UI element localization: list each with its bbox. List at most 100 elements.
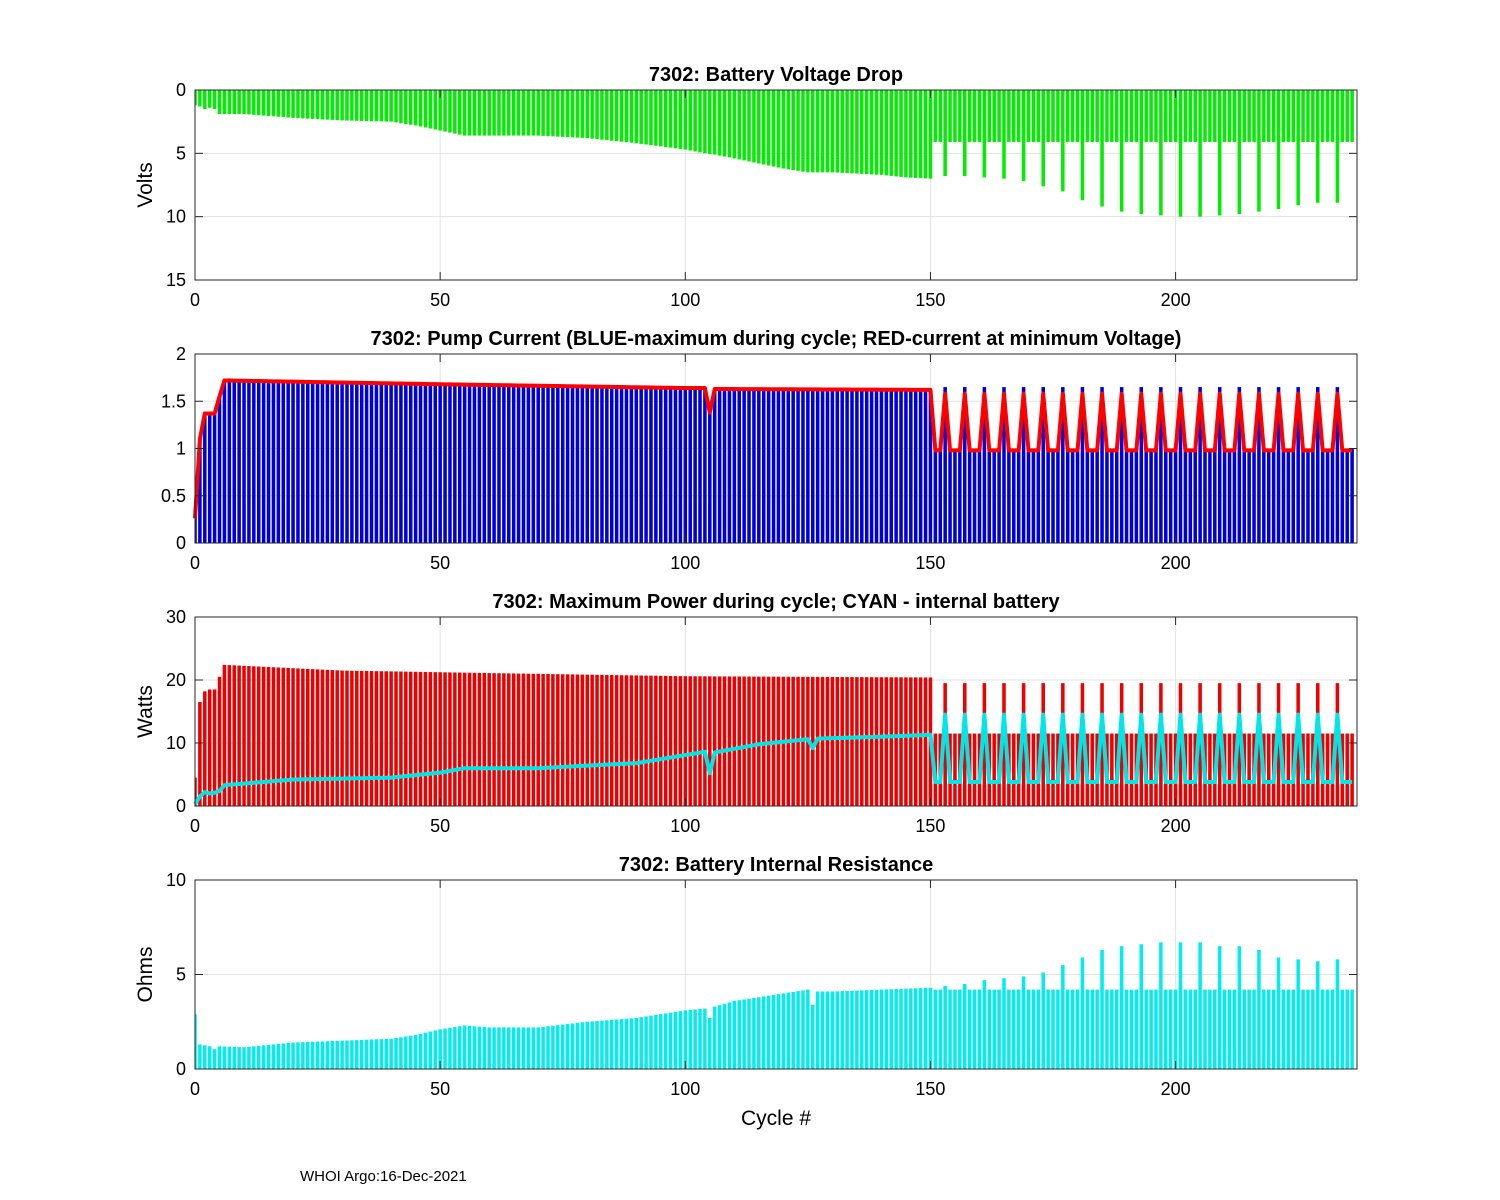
bar <box>1139 90 1144 215</box>
bar <box>242 665 246 806</box>
bar <box>261 90 266 116</box>
bar <box>1242 989 1246 1069</box>
bar <box>477 1026 482 1069</box>
bar <box>1203 90 1207 142</box>
bar <box>497 673 501 806</box>
bar <box>899 389 903 543</box>
bar <box>1198 387 1202 543</box>
y-tick-label: 2 <box>176 344 186 364</box>
bar <box>551 90 555 137</box>
bar <box>536 673 540 806</box>
bar <box>374 1039 379 1069</box>
bar <box>399 383 403 543</box>
bar <box>384 90 388 122</box>
bar <box>511 385 516 543</box>
bar <box>943 683 947 806</box>
bar <box>281 90 286 118</box>
x-tick-label: 50 <box>430 553 450 573</box>
bar <box>203 90 207 109</box>
bar <box>227 380 232 543</box>
bar <box>747 389 751 543</box>
bar <box>1257 90 1261 212</box>
bar <box>195 90 197 106</box>
bar <box>541 90 545 136</box>
bar <box>560 90 565 137</box>
bar <box>943 90 947 177</box>
bar <box>1242 448 1246 543</box>
bar <box>379 671 384 806</box>
bar <box>874 389 879 543</box>
bar <box>1281 448 1286 543</box>
bar <box>306 381 310 543</box>
bar-series-1 <box>195 90 1354 217</box>
x-tick-label: 150 <box>915 290 945 310</box>
bar <box>668 90 673 148</box>
x-tick-label: 150 <box>915 553 945 573</box>
x-tick-label: 150 <box>915 816 945 836</box>
bar <box>1340 989 1345 1069</box>
bar <box>482 384 487 543</box>
bar <box>825 676 830 806</box>
bar <box>1257 683 1261 806</box>
bar <box>217 1046 222 1069</box>
bar <box>423 671 428 806</box>
bar <box>1198 942 1202 1069</box>
y-tick-label: 0 <box>176 796 186 816</box>
bar <box>1149 90 1153 142</box>
bar <box>909 988 913 1069</box>
bar <box>629 387 634 543</box>
bar <box>609 386 614 543</box>
bar <box>252 666 256 806</box>
bar <box>835 90 840 173</box>
bar <box>1237 946 1242 1069</box>
bar <box>408 671 413 806</box>
bar <box>1257 949 1261 1069</box>
bar <box>1100 90 1104 207</box>
bar <box>717 676 722 806</box>
bar <box>860 677 864 806</box>
bar <box>624 675 629 806</box>
bar <box>1159 90 1163 216</box>
bar <box>1012 448 1016 543</box>
bar <box>389 90 393 122</box>
bar <box>492 673 496 806</box>
bar <box>1247 90 1251 142</box>
bar <box>212 90 217 109</box>
bar <box>492 90 496 136</box>
bar <box>418 90 423 127</box>
y-tick-label: 1 <box>176 439 186 459</box>
bar <box>894 989 898 1069</box>
bar <box>717 90 722 156</box>
bar <box>673 387 678 543</box>
bar <box>673 676 678 806</box>
bar <box>408 383 413 543</box>
bar <box>997 448 1001 543</box>
bar <box>286 90 290 118</box>
bar <box>1134 448 1139 543</box>
bar <box>507 90 511 136</box>
bar <box>850 990 854 1069</box>
bar <box>580 90 585 138</box>
bar <box>286 1043 290 1069</box>
bar <box>918 90 923 179</box>
bar <box>1026 90 1031 142</box>
bar <box>256 666 261 806</box>
bar <box>359 90 364 121</box>
bar <box>575 90 580 138</box>
bar <box>933 989 938 1069</box>
bar <box>560 674 565 806</box>
bar <box>546 90 550 137</box>
bar <box>551 385 555 543</box>
chart-title: 7302: Battery Voltage Drop <box>649 64 903 86</box>
bar <box>1316 683 1320 806</box>
bar <box>404 1036 408 1069</box>
bar <box>982 90 987 178</box>
bar <box>384 1038 388 1069</box>
bar <box>609 675 614 806</box>
bar <box>379 90 384 122</box>
bar <box>639 675 643 806</box>
x-tick-label: 200 <box>1161 553 1191 573</box>
bar <box>281 1043 286 1069</box>
bar <box>1110 90 1114 142</box>
bar <box>791 90 795 171</box>
